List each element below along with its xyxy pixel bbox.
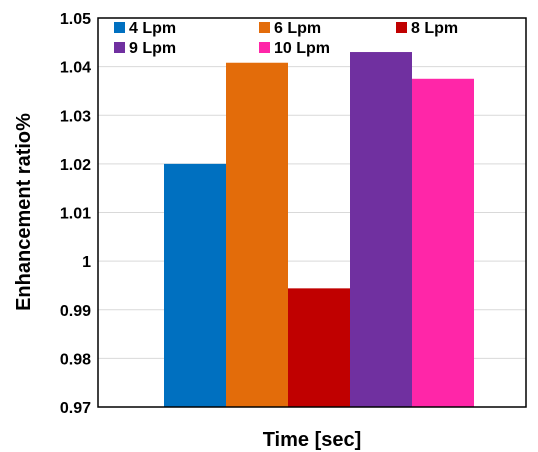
bar xyxy=(412,78,474,407)
y-tick-label: 0.99 xyxy=(60,303,91,320)
y-tick-label: 1 xyxy=(82,254,91,271)
x-axis-label: Time [sec] xyxy=(263,429,362,451)
y-tick-label: 0.97 xyxy=(60,400,91,417)
y-tick-label: 1.02 xyxy=(60,157,91,174)
legend-swatch xyxy=(114,42,125,53)
bar xyxy=(164,163,226,407)
legend-label: 8 Lpm xyxy=(411,20,458,37)
bar xyxy=(350,52,412,407)
y-tick-label: 1.01 xyxy=(60,206,91,223)
legend-label: 9 Lpm xyxy=(129,40,176,57)
y-axis-ticks: 0.97 0.98 0.99 1 1.01 1.02 1.03 1.04 1.05 xyxy=(60,11,91,417)
legend-swatch xyxy=(259,22,270,33)
y-tick-label: 1.04 xyxy=(60,60,91,77)
y-tick-label: 1.03 xyxy=(60,108,91,125)
legend-label: 10 Lpm xyxy=(274,40,330,57)
legend-swatch xyxy=(114,22,125,33)
y-axis-label: Enhancement ratio% xyxy=(13,113,35,311)
legend-swatch xyxy=(259,42,270,53)
legend-label: 4 Lpm xyxy=(129,20,176,37)
y-tick-label: 0.98 xyxy=(60,351,91,368)
plot-area-border xyxy=(97,17,527,408)
legend: 4 Lpm 6 Lpm 8 Lpm 9 Lpm 10 Lpm xyxy=(114,20,458,57)
bar xyxy=(226,62,288,408)
legend-label: 6 Lpm xyxy=(274,20,321,37)
bar xyxy=(288,288,350,407)
bars xyxy=(164,52,474,408)
legend-swatch xyxy=(396,22,407,33)
y-tick-label: 1.05 xyxy=(60,11,91,28)
